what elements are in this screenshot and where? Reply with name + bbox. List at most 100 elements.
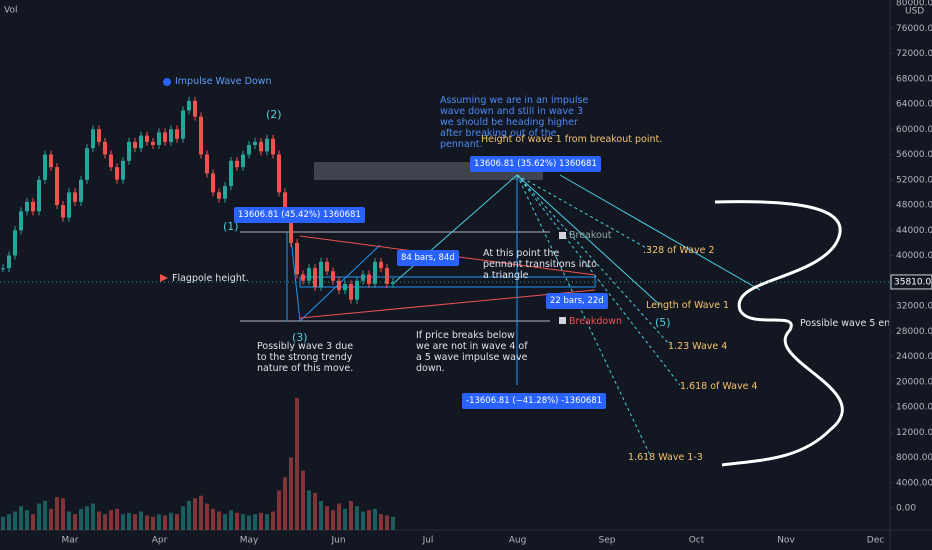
volume-bar [163, 515, 167, 530]
annotation: At this point the pennant transitions in… [483, 248, 597, 281]
candle [73, 192, 77, 202]
x-tick-label: Jul [422, 536, 434, 546]
volume-bar [229, 510, 233, 530]
fib-line [559, 174, 761, 291]
x-tick-label: Apr [152, 536, 168, 546]
breakdown-icon [559, 317, 566, 324]
candle [301, 274, 305, 281]
candle [121, 160, 125, 180]
volume-bar [217, 511, 221, 530]
volume-bar [67, 511, 71, 530]
volume-bar [211, 508, 215, 530]
candle [295, 242, 299, 275]
currency: USD [905, 7, 924, 17]
y-tick-label: 64000.00 [896, 100, 932, 110]
measure-box: 22 bars, 22d [546, 293, 608, 309]
candle [229, 160, 233, 187]
fib-label: Length of Wave 1 [646, 300, 730, 311]
wave-5-path [714, 200, 844, 467]
candle [265, 138, 269, 152]
volume-bar [31, 514, 35, 530]
volume-bar [61, 498, 65, 530]
volume-bar [103, 514, 107, 530]
candle [277, 154, 281, 193]
fib-label: .328 of Wave 2 [643, 245, 715, 256]
annotation: Breakout [569, 230, 612, 241]
volume-bar [319, 500, 323, 530]
volume-bar [337, 503, 341, 530]
volume-bar [193, 498, 197, 530]
volume-bar [97, 511, 101, 530]
y-tick-label: 52000.00 [896, 175, 932, 185]
volume-bar [145, 515, 149, 530]
candle [205, 154, 209, 174]
x-tick-label: Sep [599, 536, 616, 546]
volume-bar [13, 511, 17, 530]
volume-bar [199, 495, 203, 530]
annotation: Height of wave 1 from breakout point. [481, 134, 663, 145]
annotation: Assuming we are in an impulse wave down … [440, 95, 589, 150]
volume-bar [49, 508, 53, 530]
annotation: Flagpole height. [172, 273, 249, 284]
volume-bar [19, 506, 23, 530]
candle [1, 268, 5, 270]
candle [313, 268, 317, 288]
annotation: If price breaks below we are not in wave… [416, 330, 528, 374]
candle [139, 135, 143, 149]
volume-bar [1, 516, 5, 530]
y-tick-label: 32000.00 [896, 302, 932, 312]
annotation: Breakdown [569, 316, 623, 327]
y-tick-label: 40000.00 [896, 251, 932, 261]
last-price-label: 35810.04 [894, 277, 932, 287]
fib-line [516, 174, 681, 386]
flag-icon [160, 274, 168, 282]
candle [325, 261, 329, 272]
candle [187, 100, 191, 111]
volume-bar [271, 511, 275, 530]
volume-bar [295, 398, 299, 530]
fib-line [516, 174, 661, 306]
candle [391, 282, 395, 284]
y-tick-label: 48000.00 [896, 201, 932, 211]
y-tick-label: 4000.00 [896, 478, 932, 488]
measure-box: -13606.81 (−41.28%) -1360681 [462, 393, 607, 409]
candle [163, 132, 167, 142]
last-price-box [890, 274, 932, 290]
volume-bar [301, 470, 305, 530]
volume-bar [181, 506, 185, 530]
volume-bar [355, 506, 359, 530]
fib-label: 1.618 Wave 1-3 [628, 452, 703, 463]
y-tick-label: 28000.00 [896, 327, 932, 337]
volume-bar [385, 515, 389, 530]
candle [367, 274, 371, 284]
candle [355, 280, 359, 300]
annotation: Possible wave 5 endpoint [800, 318, 889, 329]
pennant-bottom [299, 289, 596, 319]
wave-label: (1) [223, 220, 239, 233]
volume-bar [175, 514, 179, 530]
candle [67, 192, 71, 218]
volume-bar [73, 514, 77, 530]
annotation: Impulse Wave Down [175, 76, 272, 87]
y-tick-label: 8000.00 [896, 453, 932, 463]
candle [331, 271, 335, 281]
candle [241, 154, 245, 168]
candle [379, 261, 383, 269]
candle [283, 192, 287, 218]
y-tick-label: 76000.00 [896, 24, 932, 34]
candle [181, 110, 185, 139]
candle [235, 160, 239, 168]
y-tick-label: 80000.00 [896, 0, 932, 9]
candle [145, 135, 149, 142]
volume-bar [289, 457, 293, 530]
volume-bar [37, 503, 41, 530]
candle [79, 179, 83, 202]
candle [13, 230, 17, 256]
candle [133, 141, 137, 149]
annotation: Possibly wave 3 due to the strong trendy… [257, 341, 354, 374]
candle [223, 186, 227, 199]
y-tick-label: 20000.00 [896, 377, 932, 387]
wave-label: (5) [655, 316, 671, 329]
